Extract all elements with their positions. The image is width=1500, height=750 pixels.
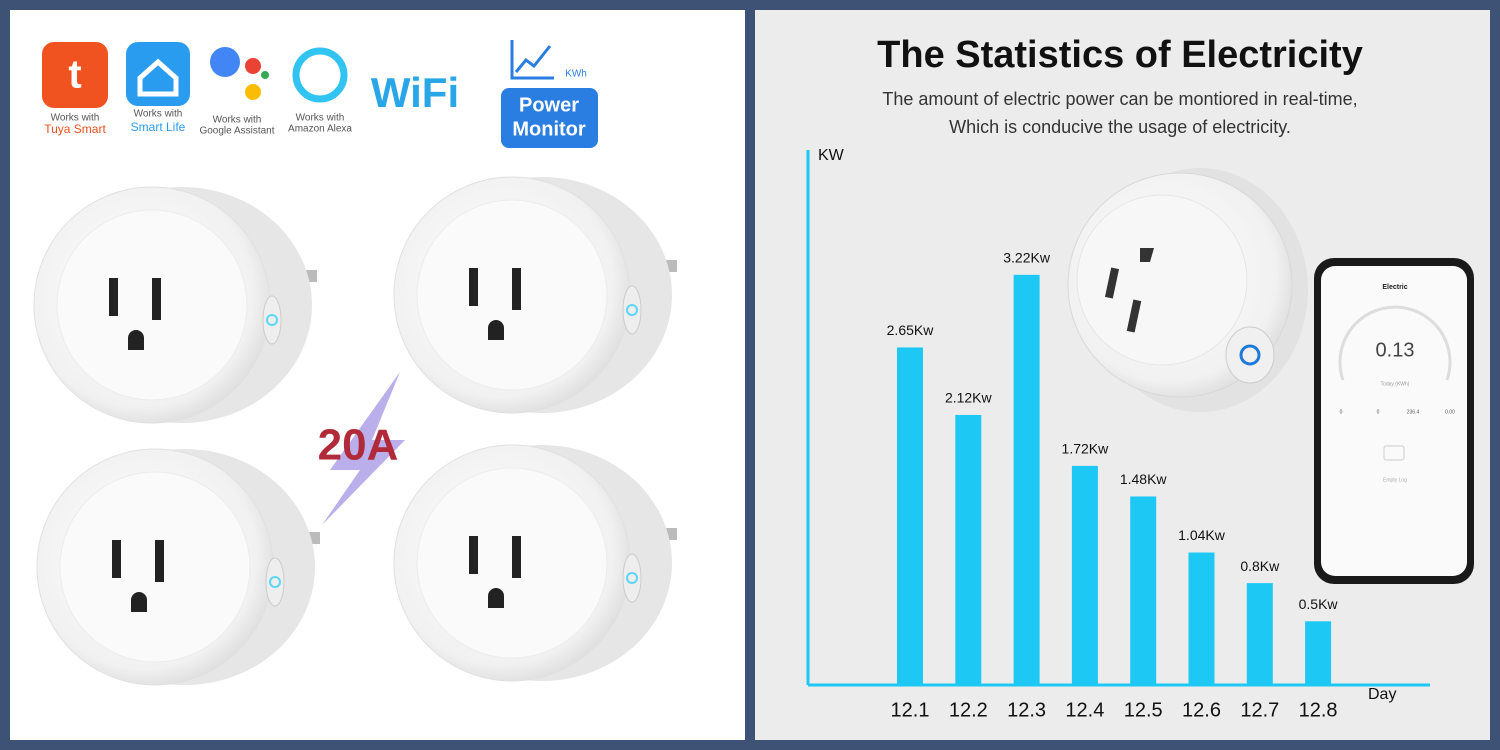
badge-top: Works with xyxy=(51,113,100,124)
alexa-icon xyxy=(292,47,348,103)
x-tick-label: 12.5 xyxy=(1124,699,1163,721)
x-tick-label: 12.3 xyxy=(1007,699,1046,721)
bar xyxy=(1188,552,1215,685)
x-tick-label: 12.1 xyxy=(891,699,930,721)
value-label: 1.04Kw xyxy=(1178,527,1226,543)
bar xyxy=(897,347,923,685)
x-tick-label: 12.2 xyxy=(949,699,988,721)
x-tick-label: 12.4 xyxy=(1065,699,1104,721)
plug-image xyxy=(393,176,678,414)
phone-stat: 236.4 xyxy=(1407,409,1420,415)
value-label: 2.12Kw xyxy=(945,390,993,406)
phone-stat: 0 xyxy=(1377,409,1380,415)
badge-name: Tuya Smart xyxy=(44,122,106,136)
monitor-line: Monitor xyxy=(512,118,586,140)
assistant-icon xyxy=(210,47,269,100)
bar xyxy=(955,414,982,685)
bar xyxy=(1071,465,1098,685)
monitor-line: Power xyxy=(519,94,579,116)
badge-top: Works with xyxy=(134,109,183,120)
phone-stat: 0 xyxy=(1340,409,1343,415)
chart-subtitle: The amount of electric power can be mont… xyxy=(882,89,1357,109)
monitor-unit: KWh xyxy=(565,69,587,80)
x-tick-label: 12.8 xyxy=(1299,699,1338,721)
value-label: 1.72Kw xyxy=(1062,441,1110,457)
phone-empty: Empty Log xyxy=(1383,477,1407,483)
bar xyxy=(1246,583,1273,685)
plug-image xyxy=(33,186,318,424)
phone-reading: 0.13 xyxy=(1376,339,1415,361)
plug-image xyxy=(393,444,678,682)
phone-caption: Today (KWh) xyxy=(1381,381,1410,387)
wifi-label: WiFi xyxy=(371,69,459,116)
badge-name: Google Assistant xyxy=(199,126,274,137)
bolt xyxy=(322,372,405,525)
badge-top: Works with xyxy=(296,113,345,124)
monitor-badge xyxy=(501,88,598,148)
rating-label: 20A xyxy=(318,421,399,470)
x-tick-label: 12.6 xyxy=(1182,699,1221,721)
phone-app-title: Electric xyxy=(1382,284,1407,291)
bar xyxy=(1013,274,1040,685)
tuya-glyph: t xyxy=(68,53,81,97)
smartlife-glyph xyxy=(137,58,179,97)
monitor-graph-icon xyxy=(510,40,554,80)
badge-top: Works with xyxy=(213,115,262,126)
value-label: 3.22Kw xyxy=(1003,250,1051,266)
phone: Electric 0.13 Today (KWh) 0 0 236.4 0.00… xyxy=(1314,258,1474,584)
tuya-icon xyxy=(42,42,108,108)
value-label: 1.48Kw xyxy=(1120,471,1168,487)
y-axis-label: KW xyxy=(818,147,845,164)
x-axis-label: Day xyxy=(1368,686,1396,703)
chart-title: The Statistics of Electricity xyxy=(877,34,1363,76)
value-label: 0.8Kw xyxy=(1240,558,1280,574)
badge-name: Amazon Alexa xyxy=(288,124,352,135)
phone-stat: 0.00 xyxy=(1445,409,1455,415)
device-image xyxy=(1067,168,1308,412)
badge-name: Smart Life xyxy=(131,120,186,134)
value-label: 2.65Kw xyxy=(887,322,935,338)
value-label: 0.5Kw xyxy=(1299,596,1339,612)
x-tick-label: 12.7 xyxy=(1240,699,1279,721)
chart-subtitle: Which is conducive the usage of electric… xyxy=(949,117,1291,137)
plug-image xyxy=(36,448,321,686)
bar xyxy=(1130,496,1157,685)
bar xyxy=(1305,621,1332,685)
